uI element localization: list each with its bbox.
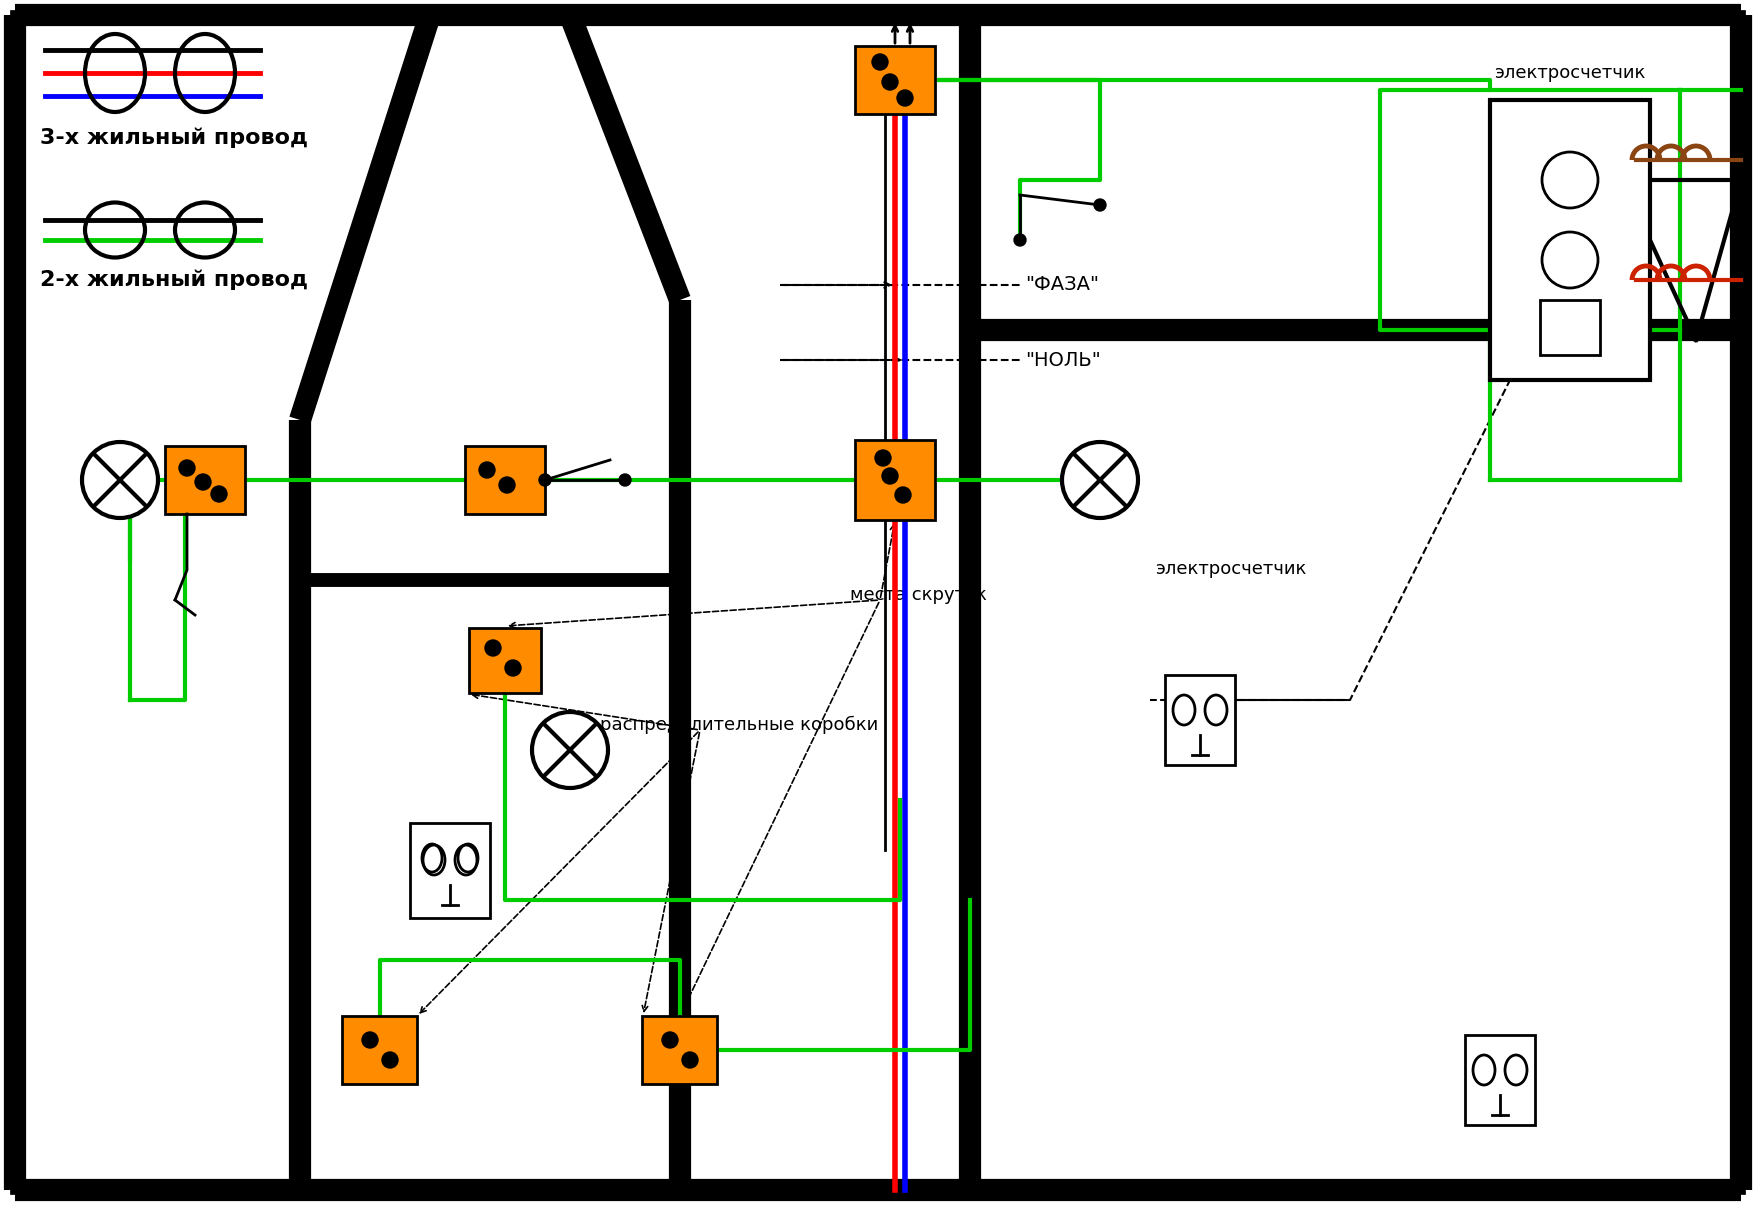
Circle shape (479, 462, 495, 478)
Circle shape (1093, 199, 1106, 211)
Bar (855, 46, 934, 114)
Circle shape (874, 449, 890, 466)
Circle shape (881, 74, 897, 90)
Circle shape (620, 474, 630, 486)
Bar (414, 825, 484, 915)
Circle shape (179, 460, 195, 476)
Bar (465, 446, 544, 515)
Circle shape (539, 474, 551, 486)
Text: распределительные коробки: распределительные коробки (600, 716, 878, 734)
Circle shape (895, 487, 911, 502)
Circle shape (662, 1031, 677, 1048)
Text: "ФАЗА": "ФАЗА" (1025, 276, 1099, 294)
Circle shape (383, 1052, 398, 1068)
Circle shape (532, 712, 607, 788)
Bar (855, 440, 934, 521)
Circle shape (881, 468, 897, 484)
Bar (1490, 100, 1650, 380)
Text: 2-х жильный провод: 2-х жильный провод (40, 270, 307, 290)
Bar (642, 1016, 718, 1084)
Circle shape (82, 442, 158, 518)
Circle shape (1013, 234, 1025, 246)
Circle shape (211, 486, 226, 502)
Circle shape (498, 477, 514, 493)
Text: электросчетчик: электросчетчик (1494, 64, 1644, 82)
Circle shape (505, 660, 521, 676)
Text: 3-х жильный провод: 3-х жильный провод (40, 128, 307, 148)
Circle shape (872, 54, 888, 70)
Circle shape (484, 640, 500, 656)
Text: "НОЛЬ": "НОЛЬ" (1025, 351, 1100, 370)
Circle shape (195, 474, 211, 490)
Bar (409, 823, 490, 917)
Circle shape (897, 90, 913, 106)
Bar (1464, 1035, 1534, 1125)
Bar (165, 446, 246, 515)
Text: электросчетчик: электросчетчик (1155, 560, 1306, 578)
Circle shape (681, 1052, 697, 1068)
Circle shape (1062, 442, 1137, 518)
Bar (1539, 300, 1599, 355)
Circle shape (362, 1031, 377, 1048)
Bar (469, 628, 541, 693)
Text: места скруток: места скруток (849, 586, 986, 604)
Bar (1164, 675, 1234, 765)
Bar (342, 1016, 418, 1084)
